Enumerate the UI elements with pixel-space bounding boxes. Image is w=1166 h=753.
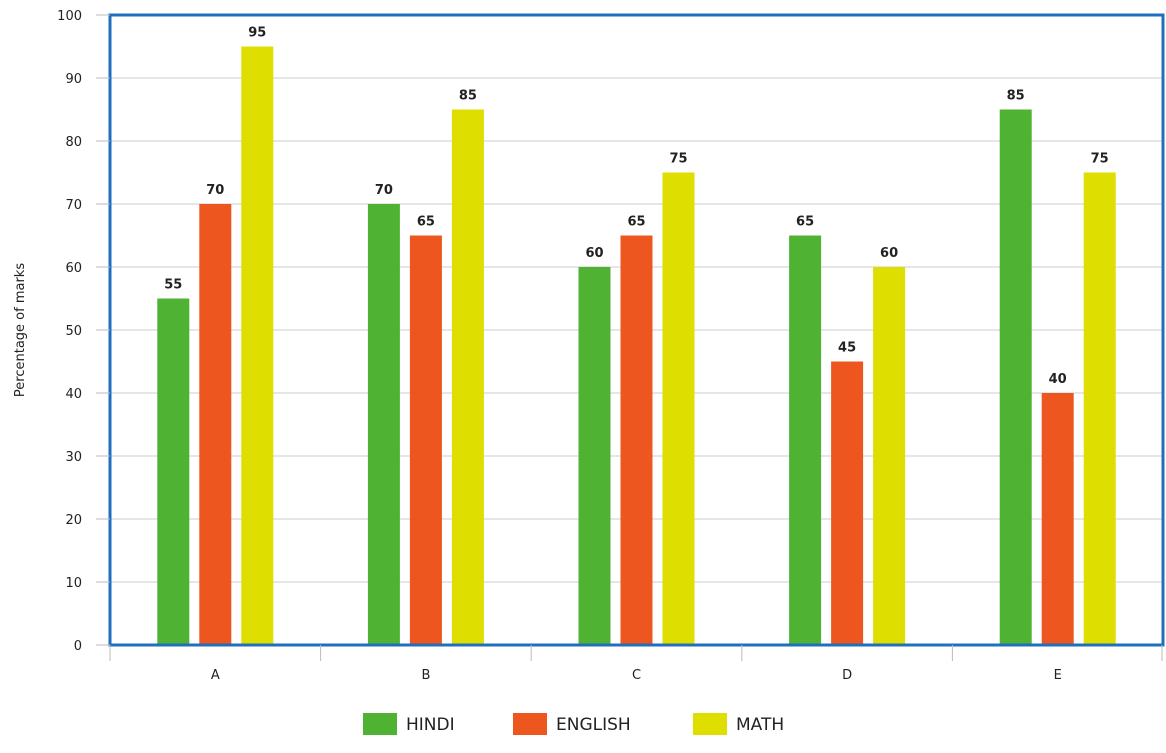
data-label: 40 — [1049, 372, 1067, 387]
bar-math-e — [1083, 172, 1116, 645]
data-label: 85 — [459, 89, 477, 104]
bar-english-c — [620, 235, 653, 645]
data-label: 95 — [248, 26, 266, 41]
x-tick-label: B — [421, 668, 430, 683]
bar-hindi-a — [157, 298, 190, 645]
bar-math-d — [873, 267, 906, 645]
y-tick-label: 70 — [65, 198, 82, 213]
bar-english-b — [409, 235, 442, 645]
y-axis-label: Percentage of marks — [13, 263, 28, 397]
data-label: 65 — [796, 215, 814, 230]
data-label: 60 — [585, 246, 603, 261]
x-tick-label: E — [1054, 668, 1062, 683]
y-tick-label: 100 — [57, 9, 82, 24]
x-tick-label: A — [211, 668, 220, 683]
y-tick-label: 50 — [65, 324, 82, 339]
bar-english-e — [1041, 393, 1074, 645]
y-tick-label: 90 — [65, 72, 82, 87]
data-labels: 55 70 95 70 65 85 60 65 75 65 45 60 85 40 75 — [164, 26, 1108, 388]
bar-hindi-e — [999, 109, 1032, 645]
bars — [157, 46, 1116, 645]
y-tick-label: 30 — [65, 450, 82, 465]
y-tick-label: 20 — [65, 513, 82, 528]
y-tick-label: 0 — [74, 639, 82, 654]
legend-label: HINDI — [406, 715, 455, 735]
bar-hindi-b — [367, 204, 400, 645]
data-label: 60 — [880, 246, 898, 261]
data-label: 75 — [669, 152, 687, 167]
data-label: 45 — [838, 341, 856, 356]
x-tick-label: C — [632, 668, 641, 683]
y-tick-label: 80 — [65, 135, 82, 150]
data-label: 55 — [164, 278, 182, 293]
data-label: 85 — [1007, 89, 1025, 104]
legend-swatch-hindi — [363, 713, 397, 735]
legend-label: MATH — [736, 715, 784, 735]
bar-hindi-c — [578, 267, 611, 645]
y-tick-label: 60 — [65, 261, 82, 276]
x-axis-ticks: A B C D E — [109, 645, 1163, 683]
bar-math-a — [241, 46, 274, 645]
bar-math-b — [451, 109, 484, 645]
data-label: 70 — [206, 183, 224, 198]
y-tick-label: 40 — [65, 387, 82, 402]
legend-swatch-english — [513, 713, 547, 735]
bar-english-d — [831, 361, 864, 645]
legend: HINDI ENGLISH MATH — [363, 713, 784, 735]
x-tick-label: D — [842, 668, 852, 683]
bar-math-c — [662, 172, 695, 645]
data-label: 75 — [1091, 152, 1109, 167]
data-label: 65 — [417, 215, 435, 230]
y-axis-ticks: 0 10 20 30 40 50 60 70 80 90 100 — [57, 9, 110, 654]
data-label: 70 — [375, 183, 393, 198]
bar-hindi-d — [789, 235, 822, 645]
legend-swatch-math — [693, 713, 727, 735]
y-tick-label: 10 — [65, 576, 82, 591]
bar-english-a — [199, 204, 232, 645]
data-label: 65 — [627, 215, 645, 230]
legend-label: ENGLISH — [556, 715, 631, 735]
